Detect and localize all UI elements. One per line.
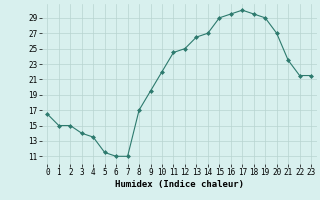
X-axis label: Humidex (Indice chaleur): Humidex (Indice chaleur): [115, 180, 244, 189]
